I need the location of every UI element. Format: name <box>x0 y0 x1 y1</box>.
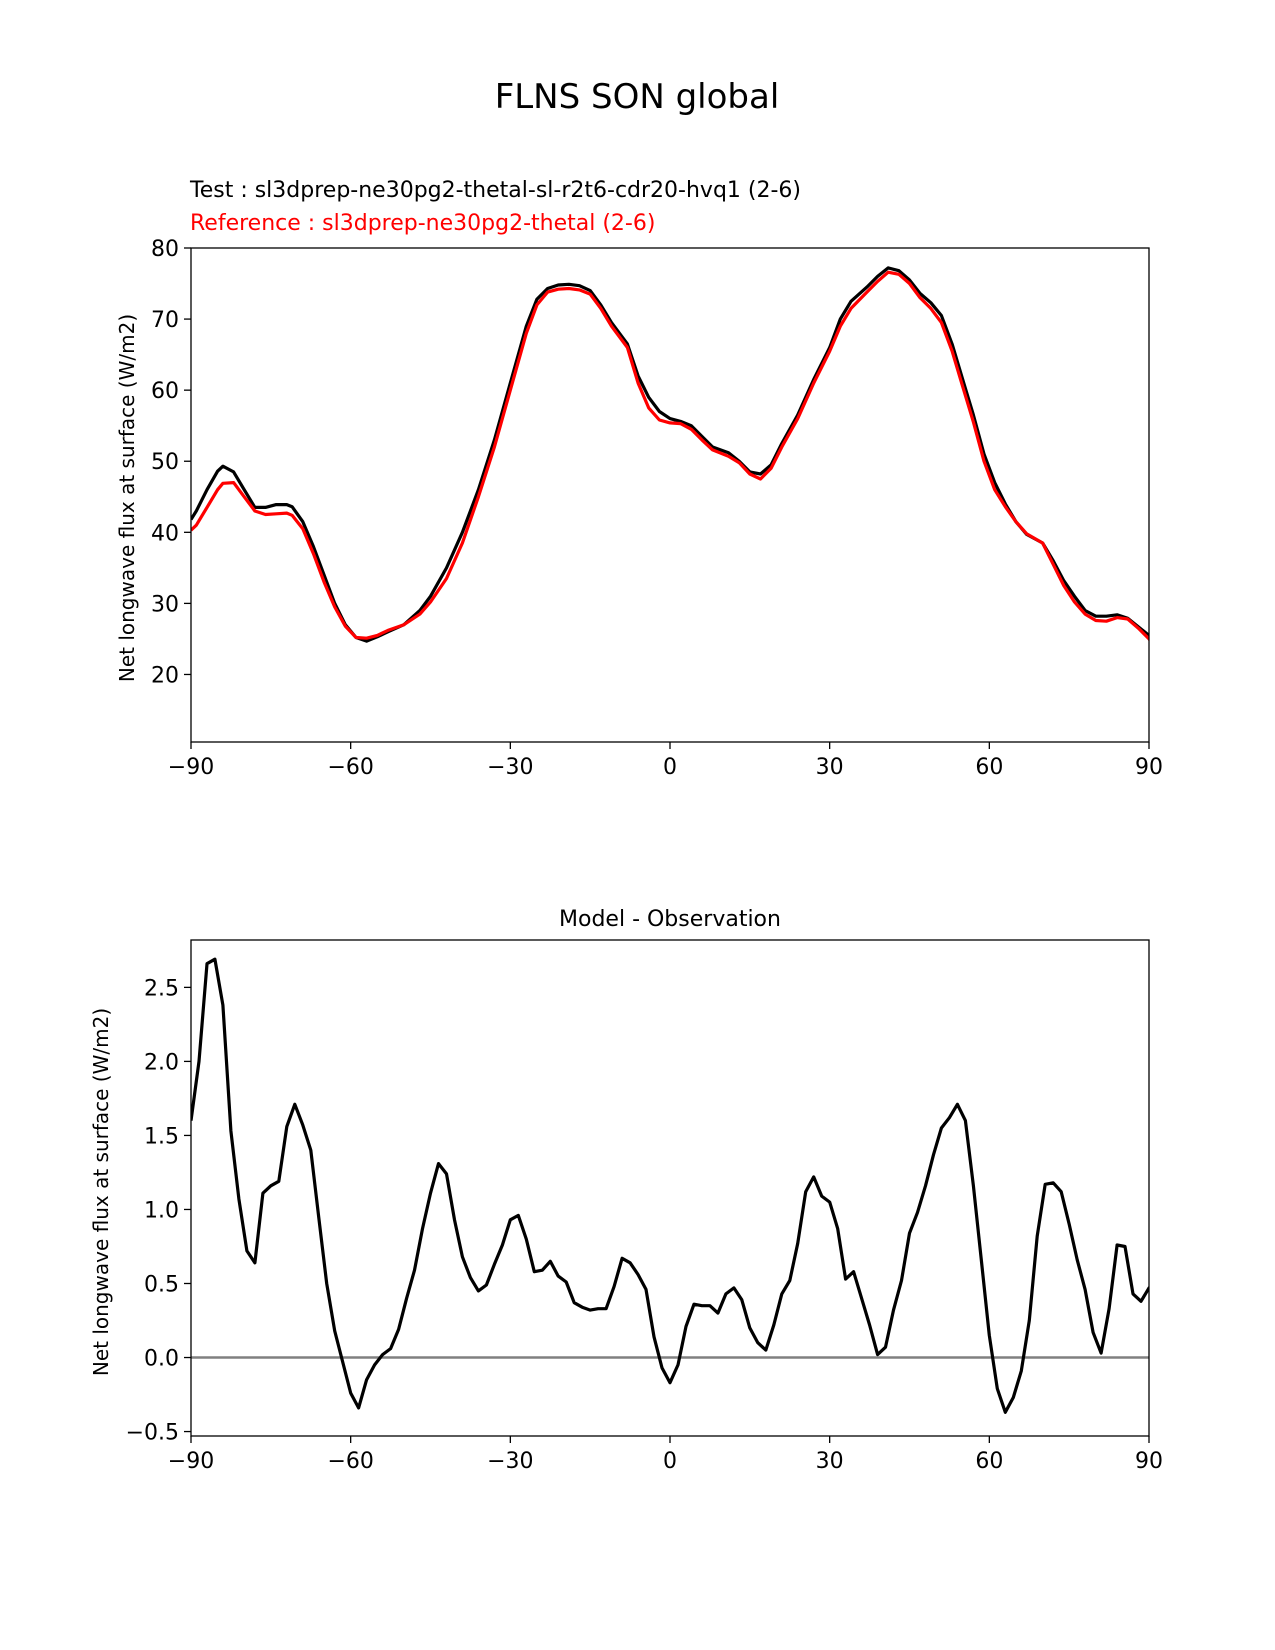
top-y-tick-label: 70 <box>151 308 179 333</box>
bottom-chart: Model - Observation Net longwave flux at… <box>89 907 1163 1474</box>
top-x-tick-label: −30 <box>487 755 533 780</box>
top-x-tick-label: 0 <box>663 755 677 780</box>
bottom-x-tick-label: −30 <box>487 1449 533 1474</box>
bottom-y-tick-label: 1.5 <box>144 1124 179 1149</box>
top-y-tick-label: 40 <box>151 521 179 546</box>
reference-line <box>191 270 1149 642</box>
bottom-y-tick-label: −0.5 <box>126 1421 179 1446</box>
bottom-x-tick-label: 30 <box>816 1449 844 1474</box>
top-plot-frame <box>190 247 1150 743</box>
top-x-tick-label: 60 <box>975 755 1003 780</box>
bottom-chart-title: Model - Observation <box>559 907 781 932</box>
bottom-y-tick-label: 2.0 <box>144 1050 179 1075</box>
test-line <box>191 266 1149 643</box>
bottom-y-axis-label: Net longwave flux at surface (W/m2) <box>89 1008 113 1376</box>
top-y-axis-label: Net longwave flux at surface (W/m2) <box>115 314 139 682</box>
bottom-x-tick-label: 90 <box>1135 1449 1163 1474</box>
bottom-lines <box>191 957 1149 1414</box>
bottom-plot-frame <box>190 939 1150 1437</box>
top-y-tick-label: 60 <box>151 379 179 404</box>
top-subtitle-reference: Reference : sl3dprep-ne30pg2-thetal (2-6… <box>190 211 655 236</box>
top-y-tick-label: 30 <box>151 592 179 617</box>
bottom-y-tick-label: 1.0 <box>144 1198 179 1223</box>
bottom-x-tick-label: 0 <box>663 1449 677 1474</box>
top-x-tick-label: −60 <box>327 755 373 780</box>
top-y-tick-label: 80 <box>151 237 179 262</box>
top-chart: Test : sl3dprep-ne30pg2-thetal-sl-r2t6-c… <box>115 178 1163 780</box>
bottom-x-tick-label: 60 <box>975 1449 1003 1474</box>
top-subtitle-test: Test : sl3dprep-ne30pg2-thetal-sl-r2t6-c… <box>189 178 801 203</box>
top-y-tick-label: 50 <box>151 450 179 475</box>
figure-title: FLNS SON global <box>495 77 780 117</box>
top-lines <box>191 266 1149 643</box>
top-x-tick-label: 30 <box>816 755 844 780</box>
top-x-tick-label: −90 <box>168 755 214 780</box>
top-y-tick-label: 20 <box>151 663 179 688</box>
bottom-x-tick-label: −90 <box>168 1449 214 1474</box>
bottom-x-tick-label: −60 <box>327 1449 373 1474</box>
bottom-y-tick-label: 2.5 <box>144 976 179 1001</box>
top-ticks: −90 −60 −30 0 30 60 90 20 30 40 50 60 70 80 <box>151 237 1163 780</box>
difference-line <box>191 957 1149 1414</box>
bottom-y-tick-label: 0.5 <box>144 1272 179 1297</box>
bottom-y-tick-label: 0.0 <box>144 1347 179 1372</box>
top-x-tick-label: 90 <box>1135 755 1163 780</box>
bottom-ticks: −90 −60 −30 0 30 60 90 −0.5 0.0 0.5 1.0 1.5 2.0 2.5 <box>126 976 1163 1474</box>
